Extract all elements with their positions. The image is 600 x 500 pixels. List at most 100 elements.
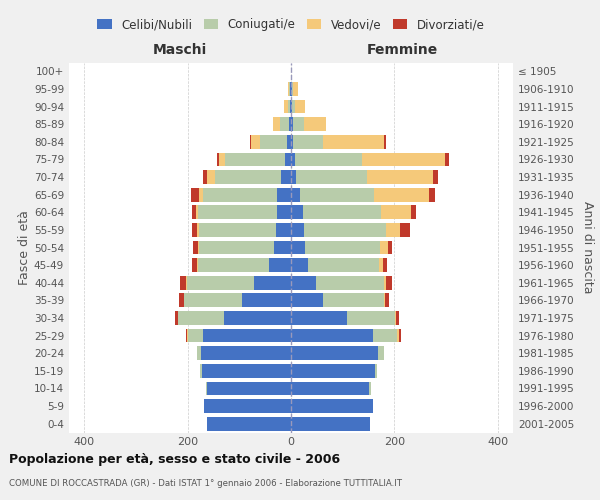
Bar [197,346,200,360]
Bar [199,240,274,254]
Bar [280,118,289,131]
Bar [400,223,410,237]
Bar [296,170,367,184]
Bar [199,188,203,202]
Bar [193,240,197,254]
Bar [291,258,308,272]
Bar [277,206,291,219]
Bar [384,294,385,307]
Bar [197,240,199,254]
Bar [291,382,370,396]
Bar [187,276,254,289]
Bar [295,100,305,114]
Bar [198,258,269,272]
Bar [200,364,202,378]
Bar [367,170,433,184]
Bar [273,118,280,131]
Bar [292,100,295,114]
Bar [178,311,224,325]
Bar [260,135,287,148]
Bar [203,170,208,184]
Bar [291,276,316,289]
Bar [203,188,277,202]
Bar [433,170,437,184]
Text: COMUNE DI ROCCASTRADA (GR) - Dati ISTAT 1° gennaio 2006 - Elaborazione TUTTITALI: COMUNE DI ROCCASTRADA (GR) - Dati ISTAT … [9,479,402,488]
Bar [291,223,304,237]
Bar [384,276,386,289]
Bar [291,364,375,378]
Bar [288,100,290,114]
Bar [411,206,416,219]
Bar [304,118,326,131]
Bar [254,276,291,289]
Bar [291,206,303,219]
Bar [292,82,293,96]
Bar [250,135,251,148]
Legend: Celibi/Nubili, Coniugati/e, Vedovi/e, Divorziati/e: Celibi/Nubili, Coniugati/e, Vedovi/e, Di… [94,15,488,35]
Bar [400,328,401,342]
Bar [291,100,292,114]
Bar [187,328,188,342]
Bar [198,206,277,219]
Bar [287,135,291,148]
Bar [197,223,199,237]
Bar [204,399,291,413]
Bar [445,152,449,166]
Bar [347,311,395,325]
Bar [193,258,197,272]
Bar [242,294,291,307]
Bar [303,206,382,219]
Bar [386,223,400,237]
Bar [196,206,198,219]
Bar [284,100,288,114]
Text: Popolazione per età, sesso e stato civile - 2006: Popolazione per età, sesso e stato civil… [9,452,340,466]
Bar [285,152,291,166]
Bar [281,170,291,184]
Bar [291,328,373,342]
Bar [395,311,396,325]
Bar [275,223,291,237]
Bar [430,188,435,202]
Bar [396,311,400,325]
Bar [289,118,291,131]
Bar [293,82,298,96]
Bar [226,152,285,166]
Bar [217,152,219,166]
Bar [188,328,203,342]
Bar [295,152,362,166]
Bar [180,276,185,289]
Bar [207,417,291,430]
Bar [388,240,392,254]
Bar [362,152,445,166]
Bar [316,276,384,289]
Bar [382,206,411,219]
Bar [274,240,291,254]
Bar [197,258,198,272]
Bar [291,311,347,325]
Bar [291,170,296,184]
Bar [291,188,300,202]
Y-axis label: Anni di nascita: Anni di nascita [581,201,594,294]
Bar [291,118,293,131]
Bar [269,258,291,272]
Bar [184,294,242,307]
Bar [193,223,197,237]
Bar [291,417,370,430]
Bar [373,328,397,342]
Bar [289,82,290,96]
Bar [192,206,196,219]
Y-axis label: Fasce di età: Fasce di età [18,210,31,285]
Bar [293,135,323,148]
Bar [290,100,291,114]
Bar [305,240,380,254]
Bar [291,399,373,413]
Bar [291,294,323,307]
Bar [219,152,226,166]
Bar [199,223,275,237]
Bar [379,258,383,272]
Bar [378,346,385,360]
Bar [291,135,293,148]
Bar [374,188,430,202]
Bar [277,188,291,202]
Bar [203,328,291,342]
